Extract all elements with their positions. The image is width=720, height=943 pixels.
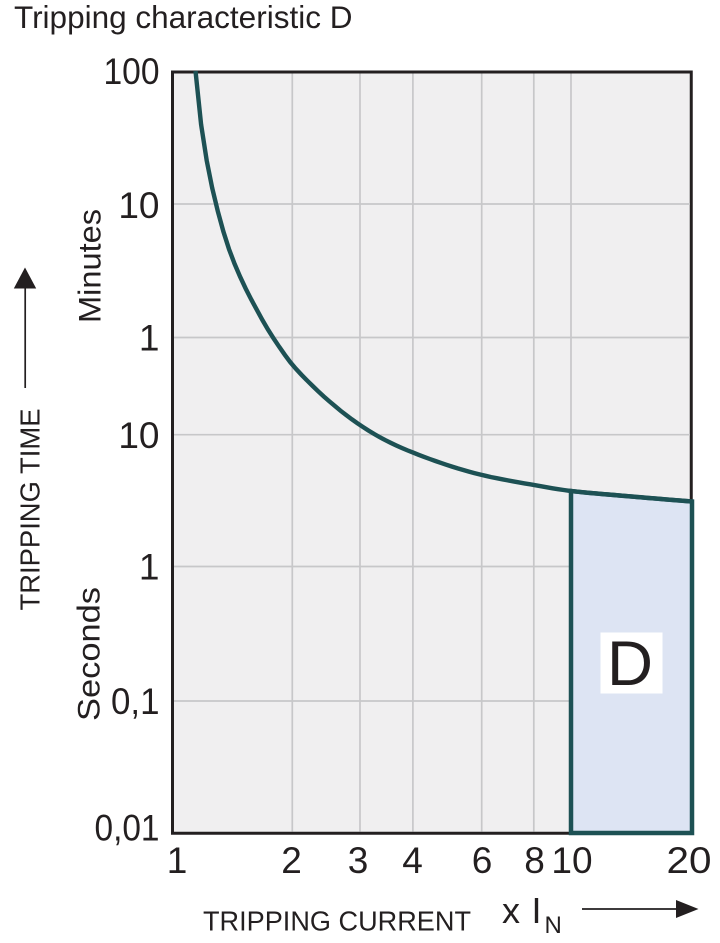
svg-text:TRIPPING TIME: TRIPPING TIME xyxy=(15,409,46,611)
svg-text:6: 6 xyxy=(472,840,493,881)
svg-text:1: 1 xyxy=(139,547,160,588)
svg-text:20: 20 xyxy=(667,840,712,881)
svg-text:Tripping characteristic D: Tripping characteristic D xyxy=(14,0,352,35)
svg-text:8: 8 xyxy=(524,840,545,881)
svg-text:10: 10 xyxy=(118,415,159,456)
svg-text:Seconds: Seconds xyxy=(71,587,107,721)
svg-text:10: 10 xyxy=(118,185,159,226)
svg-text:10: 10 xyxy=(551,840,592,881)
svg-text:N: N xyxy=(545,912,562,939)
svg-text:x: x xyxy=(502,890,520,931)
svg-text:4: 4 xyxy=(402,840,423,881)
svg-text:3: 3 xyxy=(348,840,369,881)
svg-text:1: 1 xyxy=(139,318,160,359)
svg-text:100: 100 xyxy=(104,51,160,92)
svg-text:1: 1 xyxy=(167,840,188,881)
svg-text:2: 2 xyxy=(281,840,302,881)
svg-text:0,1: 0,1 xyxy=(111,681,160,722)
svg-text:I: I xyxy=(532,890,542,931)
svg-text:Minutes: Minutes xyxy=(72,209,108,323)
svg-text:D: D xyxy=(607,629,653,699)
svg-text:0,01: 0,01 xyxy=(95,808,160,849)
svg-text:TRIPPING CURRENT: TRIPPING CURRENT xyxy=(203,906,471,937)
